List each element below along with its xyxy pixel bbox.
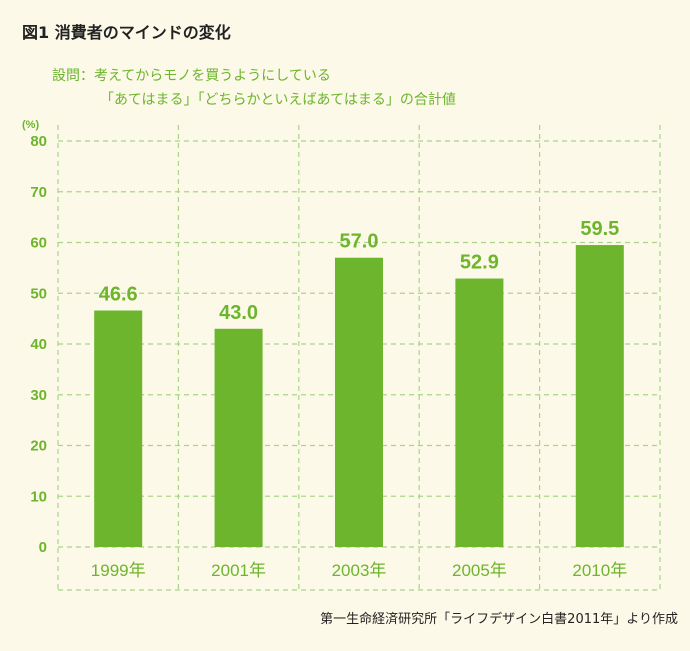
- bar-value-label: 59.5: [580, 218, 619, 240]
- y-tick-label: 50: [30, 285, 47, 302]
- bar: [575, 245, 624, 547]
- y-tick-label: 40: [30, 336, 47, 353]
- bar: [455, 278, 504, 547]
- y-tick-label: 80: [30, 133, 47, 150]
- x-category-label: 2003年: [332, 561, 387, 580]
- question-answers-text: 「あてはまる」「どちらかといえばあてはまる」の合計値: [100, 92, 456, 108]
- x-category-label: 2005年: [452, 561, 507, 580]
- y-unit-label: (%): [22, 119, 39, 131]
- y-tick-label: 30: [30, 387, 47, 404]
- bar: [214, 328, 263, 547]
- bar: [335, 257, 383, 547]
- bar: [94, 310, 143, 547]
- source-note: 第一生命経済研究所「ライフデザイン白書2011年」より作成: [320, 612, 678, 627]
- y-tick-label: 20: [30, 438, 47, 455]
- x-category-label: 2001年: [211, 561, 266, 580]
- y-tick-label: 0: [39, 539, 47, 556]
- y-tick-label: 60: [30, 235, 47, 252]
- chart-title: 図1 消費者のマインドの変化: [22, 23, 231, 42]
- x-category-label: 1999年: [91, 561, 146, 580]
- question-text: 設問：考えてからモノを買うようにしている: [52, 68, 331, 84]
- y-tick-label: 10: [30, 488, 47, 505]
- bar-value-label: 57.0: [340, 231, 379, 253]
- bar-value-label: 43.0: [219, 302, 258, 324]
- x-category-label: 2010年: [572, 561, 627, 580]
- bar-value-label: 46.6: [99, 284, 138, 306]
- y-tick-label: 70: [30, 184, 47, 201]
- bar-value-label: 52.9: [460, 252, 499, 274]
